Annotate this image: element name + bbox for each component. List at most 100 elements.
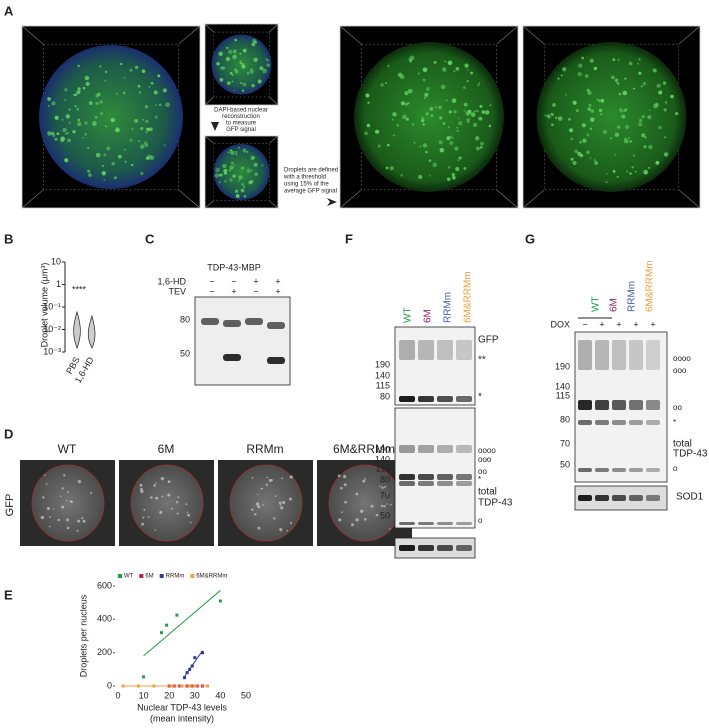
droplet <box>470 71 474 75</box>
band <box>418 445 434 453</box>
point <box>188 684 192 688</box>
droplet <box>419 145 422 148</box>
droplet <box>239 60 242 63</box>
droplet <box>228 49 233 54</box>
droplet <box>85 81 90 86</box>
droplet <box>239 52 242 55</box>
droplet <box>122 91 126 95</box>
droplet <box>597 99 602 103</box>
box-edge <box>269 200 279 209</box>
band <box>578 495 592 501</box>
droplet <box>552 103 556 107</box>
droplet <box>457 159 460 162</box>
droplet <box>489 104 492 106</box>
droplet <box>551 113 554 116</box>
point <box>170 684 174 688</box>
droplet <box>670 94 674 99</box>
droplet <box>251 42 256 47</box>
blot <box>394 537 476 559</box>
droplet <box>623 108 627 113</box>
droplet <box>447 177 451 182</box>
marker: 70 <box>380 490 390 500</box>
droplet <box>141 522 145 526</box>
annotation: ** <box>478 355 486 366</box>
droplet <box>230 161 234 165</box>
droplet <box>658 125 662 130</box>
droplet <box>143 141 148 146</box>
droplet <box>90 491 93 494</box>
lane-label: WT <box>403 307 414 323</box>
marker: 50 <box>380 510 390 520</box>
droplet <box>103 179 106 181</box>
point <box>165 623 169 627</box>
droplet <box>467 120 470 123</box>
droplet <box>570 157 574 161</box>
droplet <box>215 167 220 173</box>
box-edge <box>204 200 214 209</box>
droplet <box>581 56 584 60</box>
droplet <box>618 92 622 96</box>
droplet <box>242 185 246 188</box>
droplet <box>163 144 166 147</box>
droplet <box>241 64 246 69</box>
annotation: total <box>673 439 692 450</box>
droplet <box>231 73 235 77</box>
marker: 80 <box>560 414 570 424</box>
band <box>612 400 626 410</box>
droplet <box>148 85 151 88</box>
nucleus <box>31 464 105 542</box>
lane-label: WT <box>591 296 602 312</box>
droplet <box>220 66 224 70</box>
droplet <box>241 89 245 92</box>
band <box>437 522 453 525</box>
droplet <box>408 58 411 61</box>
droplet <box>648 144 653 150</box>
droplet <box>633 87 636 90</box>
legend-label: 6M&RRMm <box>196 574 227 580</box>
droplet <box>251 83 255 88</box>
droplet <box>409 59 413 63</box>
marker: 80 <box>380 391 390 401</box>
droplet <box>453 70 456 73</box>
droplet <box>56 132 60 136</box>
droplet <box>135 65 139 70</box>
droplet <box>629 172 632 175</box>
band <box>456 340 472 360</box>
annotation: DAPI-based nuclear <box>214 108 268 114</box>
droplet <box>422 123 425 126</box>
droplet <box>94 116 98 119</box>
band <box>223 354 241 361</box>
droplet <box>82 519 86 523</box>
band <box>418 545 434 551</box>
marker: 190 <box>375 444 390 454</box>
box-edge <box>339 189 362 209</box>
marker: 115 <box>376 463 390 473</box>
droplet <box>480 141 484 146</box>
y-tick-label: 0 <box>107 680 112 690</box>
droplet <box>240 166 245 170</box>
droplet <box>228 169 231 172</box>
droplet <box>88 173 92 177</box>
droplet <box>87 169 91 173</box>
droplet <box>589 127 593 131</box>
droplet <box>355 518 359 522</box>
droplet <box>598 108 603 113</box>
droplet <box>557 116 563 121</box>
droplet <box>187 513 190 517</box>
droplet <box>66 526 70 530</box>
band <box>437 481 453 486</box>
droplet <box>227 151 230 154</box>
droplet <box>457 117 460 120</box>
droplet <box>675 112 679 116</box>
row-label: TEV <box>168 286 186 296</box>
droplet <box>439 147 445 153</box>
band <box>578 420 592 425</box>
droplet <box>234 189 239 193</box>
droplet <box>186 511 188 514</box>
droplet <box>142 516 145 519</box>
band <box>646 420 660 425</box>
droplet <box>551 123 554 127</box>
droplet <box>587 107 591 111</box>
droplet <box>279 504 282 506</box>
